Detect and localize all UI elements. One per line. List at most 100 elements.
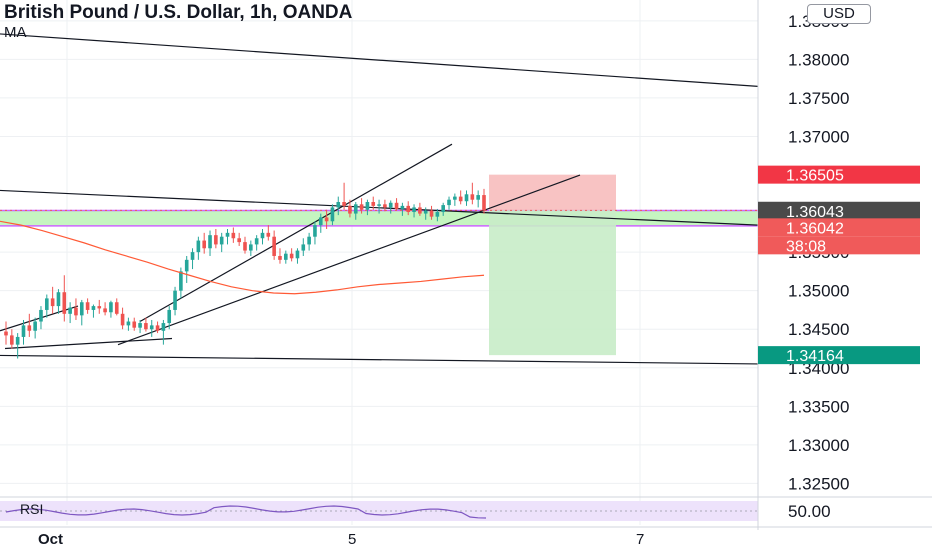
candle-body [10,335,14,345]
candle-body [202,240,207,249]
candle-body [91,306,96,310]
candle-body [97,306,102,309]
candle-body [149,325,154,330]
time-tick: 5 [348,531,356,548]
price-badge [758,236,920,255]
candle-body [208,235,212,249]
candle-body [114,302,119,314]
rsi-line [5,505,487,519]
candle-body [225,232,230,237]
ma-line [0,220,485,295]
candle-body [254,238,259,245]
candle-body [400,205,405,209]
time-axis[interactable]: Oct 5 7 [0,526,932,548]
trend-line [139,143,453,323]
candle-body [85,302,90,310]
rsi-value: 50.00 [788,502,831,521]
candle-body [429,210,434,217]
candle-body [126,321,131,326]
candle-body [412,207,416,213]
candle-body [190,252,195,260]
candle-body [330,207,335,222]
candle-body [476,195,480,200]
candle-body [68,307,72,314]
candle-body [342,202,346,206]
candle-body [482,195,486,211]
price-badge-label: 1.36042 [786,220,844,237]
candle-body [272,236,276,256]
candle-body [423,210,428,214]
candle-body [266,232,271,237]
candle-body [348,205,352,214]
trend-line [0,305,79,332]
price-badge-label: 1.36043 [786,204,844,221]
price-badge [758,165,920,184]
candle-body [324,217,329,222]
candle-body [470,194,475,200]
candle-body [138,323,142,328]
candle-body [109,302,113,313]
candle-body [167,309,172,324]
candle-body [365,202,370,210]
candle-body [453,196,457,200]
price-badge [758,346,920,365]
price-badge [758,201,920,220]
candle-body [144,323,148,330]
candle-body [418,207,422,214]
candle-body [377,204,381,206]
candle-body [155,325,160,331]
candle-body [79,302,84,316]
price-tick: 1.35000 [788,282,849,301]
candle-body [278,255,282,260]
candle-body [313,225,317,237]
candle-body [406,205,411,213]
candle-body [184,259,189,272]
price-tick: 1.37000 [788,127,849,146]
candle-body [237,238,241,243]
trend-line [0,354,759,365]
candle-body [289,253,294,259]
candle-body [447,199,451,206]
candles [4,182,486,359]
rsi-band [0,501,758,521]
price-tick: 1.33000 [788,436,849,455]
candle-body [103,308,107,313]
candle-body [214,235,218,245]
symbol-title[interactable]: British Pound / U.S. Dollar, 1h, OANDA [4,2,353,23]
rsi-pane[interactable] [0,496,932,521]
grid [0,0,758,525]
candle-body [336,202,341,208]
indicator-label[interactable]: MA [4,24,27,41]
candle-body [283,253,288,260]
trend-line [0,33,759,87]
candle-body [27,325,32,331]
price-tick: 1.34500 [788,320,849,339]
candle-body [301,244,306,251]
price-badge [758,218,920,237]
price-tick: 1.37500 [788,89,849,108]
price-badge-label: 1.34164 [786,348,844,365]
trend-line [4,337,173,350]
price-axis[interactable]: 1.385001.380001.375001.370001.355001.350… [757,0,920,530]
rsi-label[interactable]: RSI [20,501,44,517]
candle-body [4,331,8,336]
candle-body [353,204,358,214]
candle-body [295,250,300,259]
candle-body [161,323,166,331]
moving-average [0,220,485,295]
candle-body [15,336,20,345]
candle-body [359,204,364,210]
candle-body [56,292,61,307]
candle-body [383,204,387,208]
currency-button[interactable]: USD [807,4,871,24]
candle-body [388,202,393,208]
candle-body [173,290,177,310]
stop-loss-zone [489,174,616,211]
price-tick: 1.32500 [788,474,849,493]
candle-body [260,232,265,239]
candle-body [219,236,224,245]
price-tick: 1.33500 [788,397,849,416]
candle-body [44,298,49,310]
candle-body [33,321,37,331]
